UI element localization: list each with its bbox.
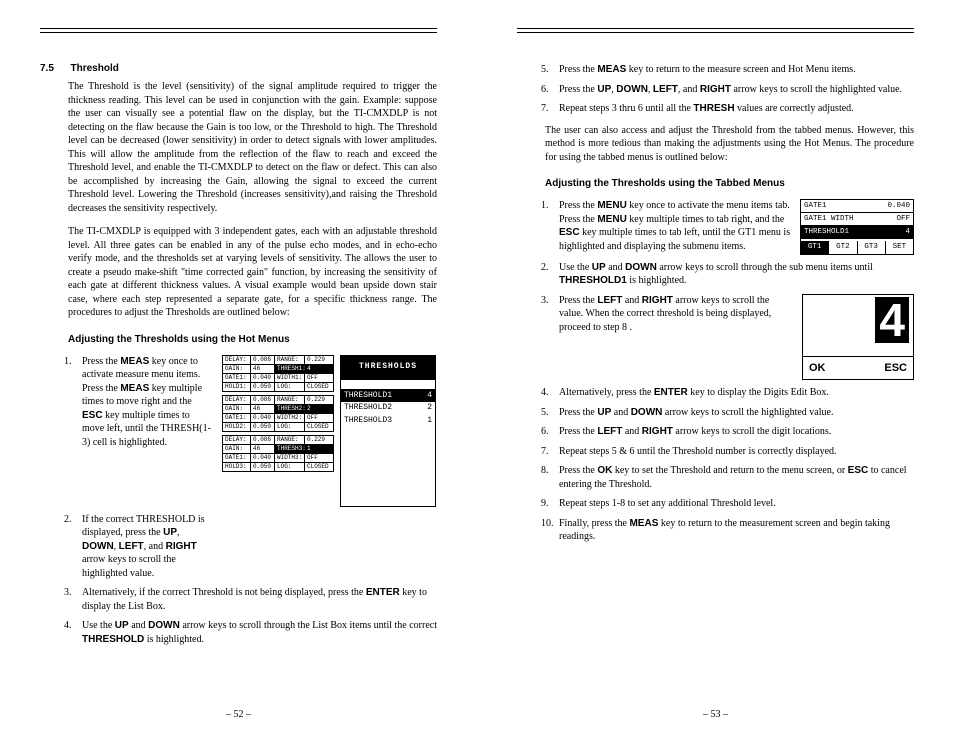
gate-row: GATE1 WIDTHOFF [801,213,913,226]
step-text: Alternatively, press the ENTER key to di… [559,387,829,398]
tab-gt1: GT1 [801,241,829,253]
step-text: Alternatively, if the correct Threshold … [82,587,427,612]
step-item: 4 OK ESC Press the LEFT and RIGHT arrow … [545,294,914,381]
step-text: Press the LEFT and RIGHT arrow keys to s… [559,426,831,437]
section-number: 7.5 [40,63,68,74]
step-text: Use the UP and DOWN arrow keys to scroll… [82,620,437,645]
step-item: Finally, press the MEAS key to return to… [545,517,914,544]
step-item: If the correct THRESHOLD is displayed, p… [68,513,208,581]
paragraph: The TI-CMXDLP is equipped with 3 indepen… [68,225,437,320]
esc-button[interactable]: ESC [884,361,907,376]
step-item: Repeat steps 1-8 to set any additional T… [545,497,914,511]
page-53: Press the MEAS key to return to the meas… [477,0,954,738]
step-item: Repeat steps 5 & 6 until the Threshold n… [545,445,914,459]
step-text: Press the MENU key once to activate the … [559,200,790,252]
page-number: – 53 – [477,709,954,720]
sub-heading: Adjusting the Thresholds using the Hot M… [68,334,437,345]
step-item: Press the UP and DOWN arrow keys to scro… [545,406,914,420]
digit-display: 4 [803,295,913,357]
steps-list-tabbed: GATE10.040 GATE1 WIDTHOFF THRESHOLD14 GT… [545,199,914,544]
paragraph: The Threshold is the level (sensitivity)… [68,80,437,215]
thresholds-title: THRESHOLDS [341,356,435,380]
section-title: Threshold [71,63,119,74]
step-text: Press the OK key to set the Threshold an… [559,465,907,490]
tab-set: SET [886,241,913,253]
rule [40,28,437,29]
threshold-row: THRESHOLD14 [341,390,435,403]
threshold-row: THRESHOLD22 [341,402,435,415]
steps-list: Press the MEAS key once to activate meas… [68,355,437,647]
gate-panel: GATE10.040 GATE1 WIDTHOFF THRESHOLD14 GT… [800,199,914,255]
ok-button[interactable]: OK [809,361,826,376]
step-item: Alternatively, press the ENTER key to di… [545,386,914,400]
step-text: Repeat steps 5 & 6 until the Threshold n… [559,446,837,457]
page-number: – 52 – [0,709,477,720]
step-text: Use the UP and DOWN arrow keys to scroll… [559,262,873,287]
step-item: Press the OK key to set the Threshold an… [545,464,914,491]
section-header: 7.5 Threshold [40,63,437,74]
step-text: Repeat steps 3 thru 6 until all the THRE… [559,103,854,114]
sub-heading: Adjusting the Thresholds using the Tabbe… [545,178,914,189]
rule [517,28,914,29]
step-item: Alternatively, if the correct Threshold … [68,586,437,613]
step-text: If the correct THRESHOLD is displayed, p… [82,514,205,579]
paragraph: The user can also access and adjust the … [545,124,914,165]
thresholds-panel: THRESHOLDS THRESHOLD14 THRESHOLD22 THRES… [340,355,436,507]
rule [517,32,914,33]
step-text: Press the UP and DOWN arrow keys to scro… [559,407,833,418]
step-text: Press the MEAS key to return to the meas… [559,64,856,75]
step-item: Press the MEAS key to return to the meas… [545,63,914,77]
threshold-row: THRESHOLD31 [341,415,435,428]
step-item: GATE10.040 GATE1 WIDTHOFF THRESHOLD14 GT… [545,199,914,255]
step-item: Press the MEAS key once to activate meas… [68,355,437,507]
page-52: 7.5 Threshold The Threshold is the level… [0,0,477,738]
digit-edit-panel: 4 OK ESC [802,294,914,381]
step-item: Press the LEFT and RIGHT arrow keys to s… [545,425,914,439]
digit-value: 4 [875,297,909,343]
tab-gt3: GT3 [858,241,886,253]
step-text: Finally, press the MEAS key to return to… [559,518,890,543]
tab-gt2: GT2 [829,241,857,253]
step-item: Use the UP and DOWN arrow keys to scroll… [68,619,437,646]
step-text: Press the MEAS key once to activate meas… [82,355,212,507]
steps-list-cont: Press the MEAS key to return to the meas… [545,63,914,116]
step-text: Repeat steps 1-8 to set any additional T… [559,498,776,509]
step-item: Press the UP, DOWN, LEFT, and RIGHT arro… [545,83,914,97]
gate-row: GATE10.040 [801,200,913,213]
rule [40,32,437,33]
step-item: Repeat steps 3 thru 6 until all the THRE… [545,102,914,116]
gate-row-selected: THRESHOLD14 [801,226,913,239]
step-item: Use the UP and DOWN arrow keys to scroll… [545,261,914,288]
step-text: Press the UP, DOWN, LEFT, and RIGHT arro… [559,84,902,95]
gate-tabs: GT1 GT2 GT3 SET [801,241,913,253]
step-text: Press the LEFT and RIGHT arrow keys to s… [559,295,771,333]
lcd-group: DELAY:0.086RANGE:0.229GAIN:46THRESH1:4GA… [222,355,334,507]
